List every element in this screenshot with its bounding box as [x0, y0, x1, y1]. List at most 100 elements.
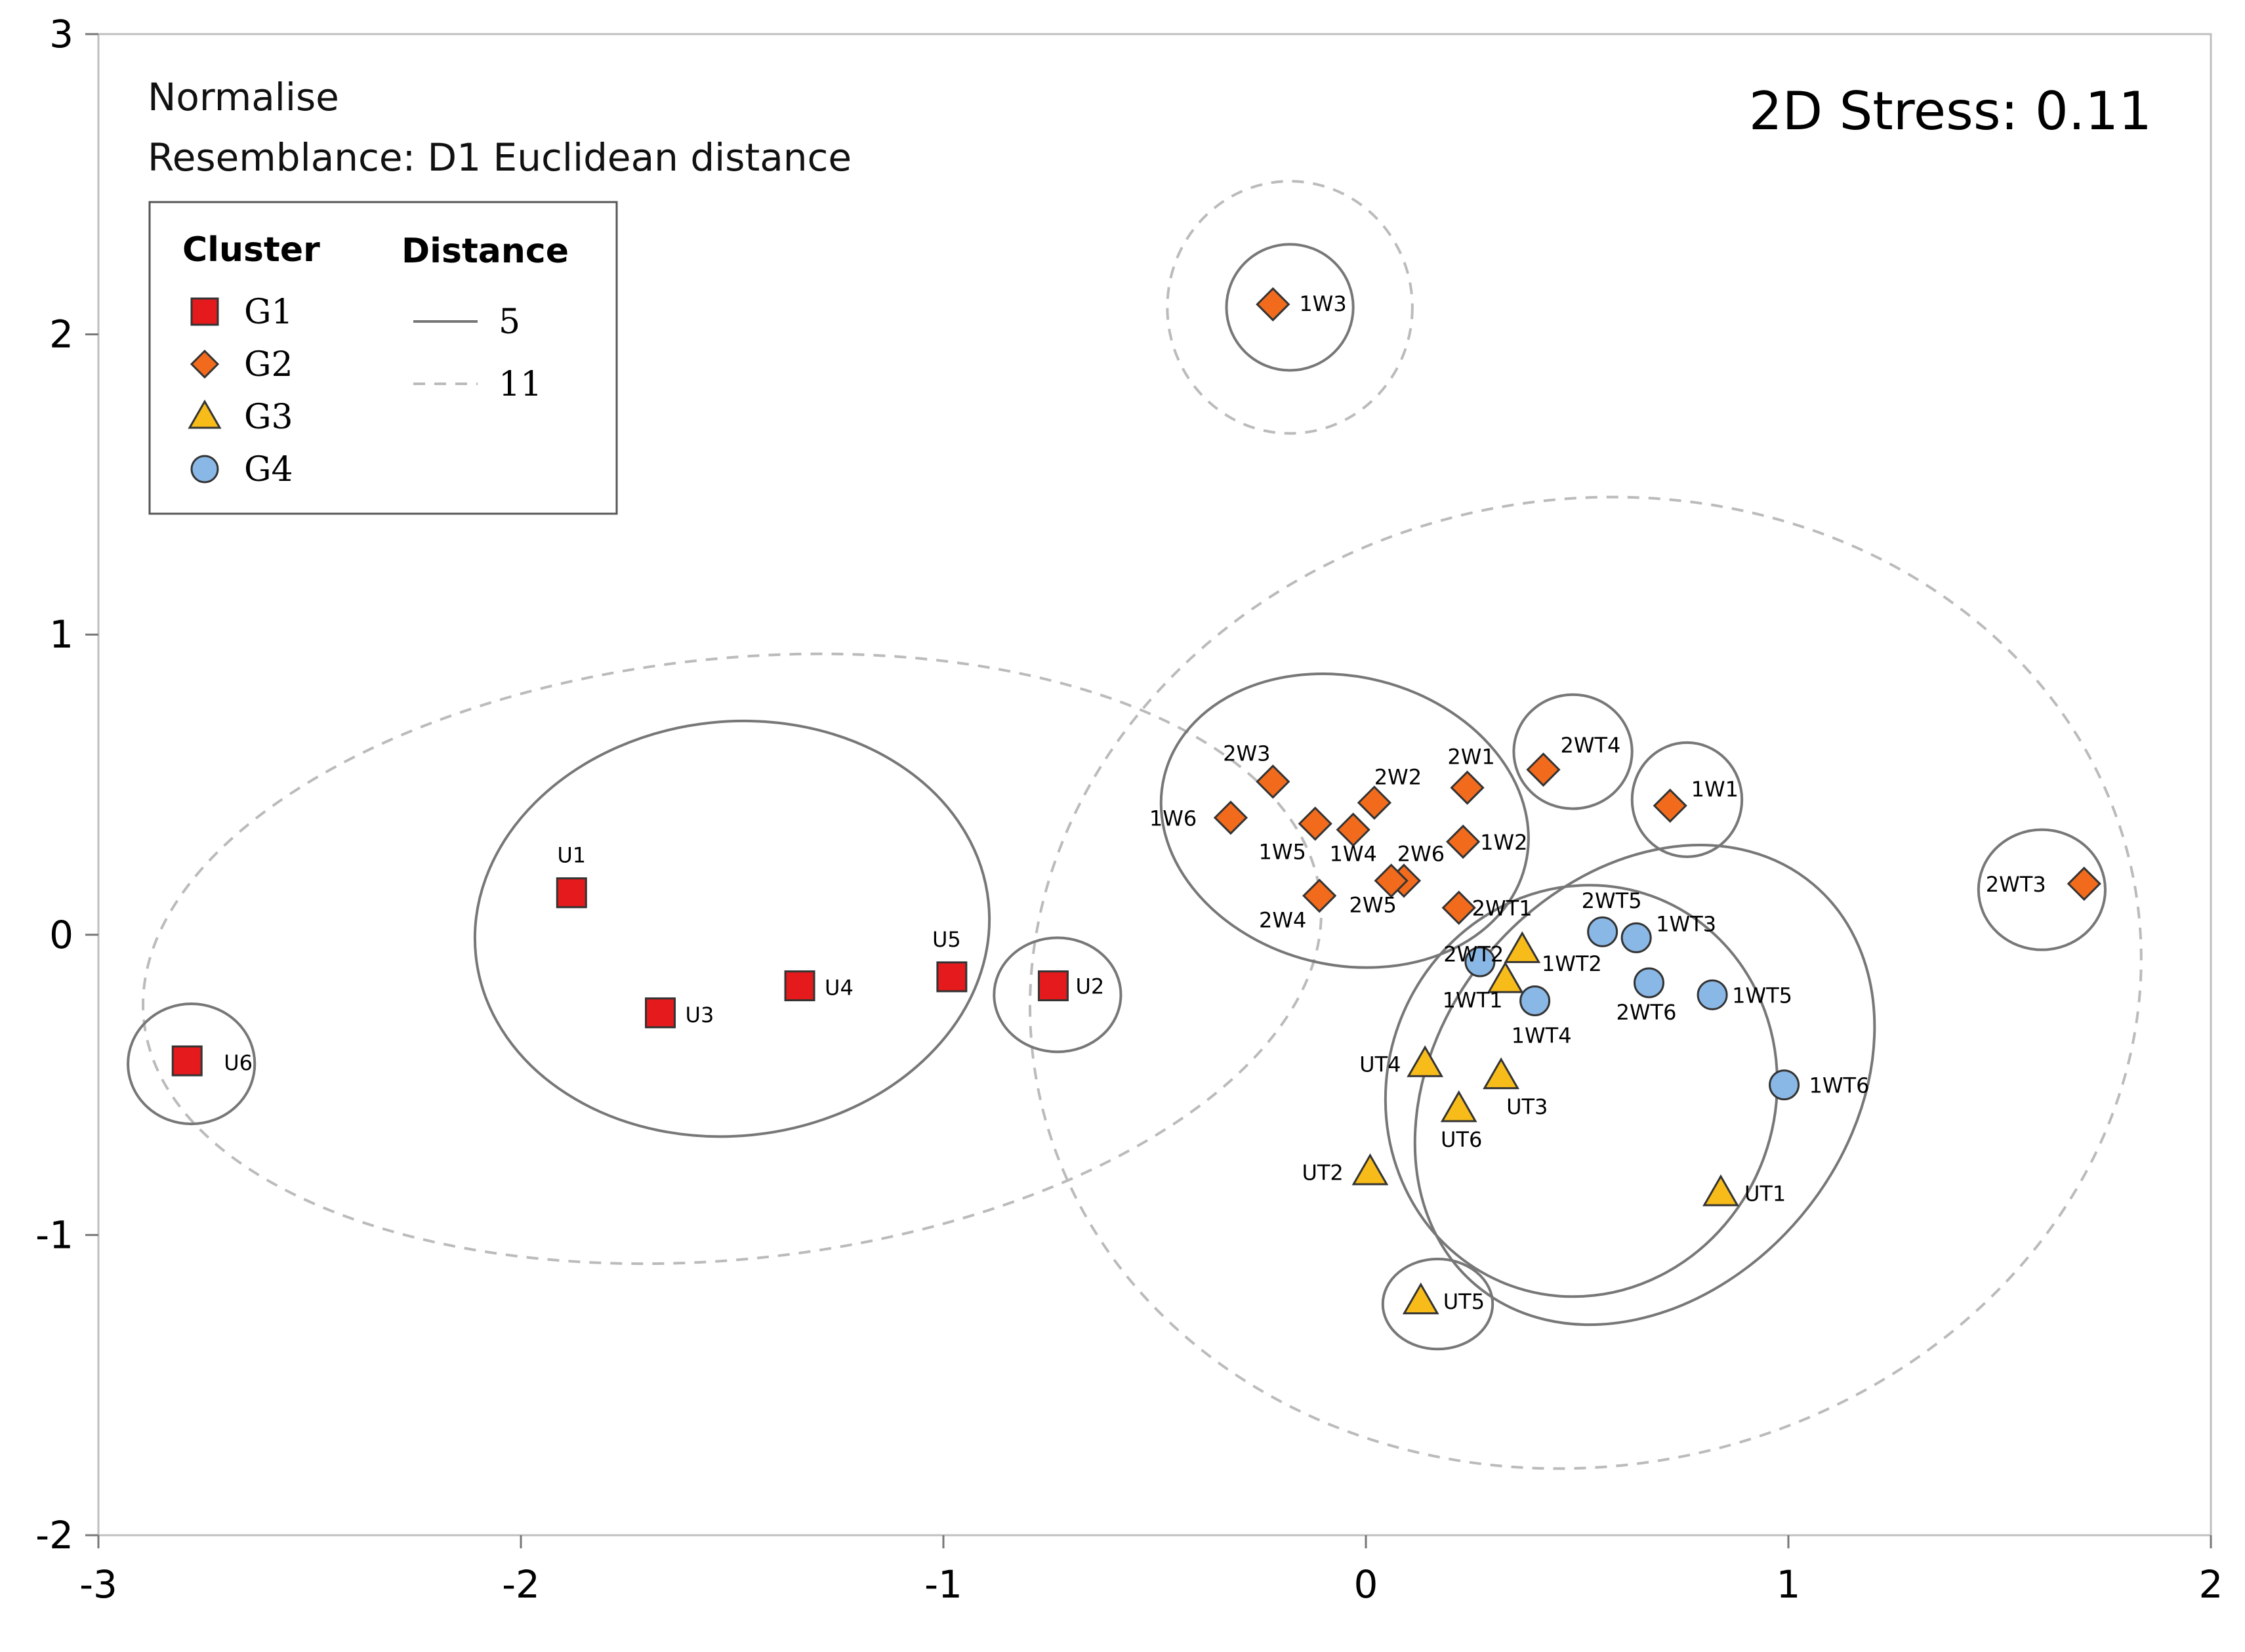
- point-label-1WT3: 1WT3: [1656, 911, 1716, 936]
- contour-distance-5: [993, 936, 1122, 1054]
- y-tick-label: 0: [49, 913, 73, 957]
- point-label-2WT5: 2WT5: [1582, 888, 1642, 913]
- x-tick-label: -2: [502, 1562, 540, 1607]
- contour-distance-11: [1028, 495, 2143, 1470]
- point-label-2W3: 2W3: [1223, 741, 1270, 766]
- legend-label-G4: G4: [244, 450, 293, 489]
- point-label-1WT4: 1WT4: [1512, 1023, 1572, 1048]
- point-label-UT4: UT4: [1359, 1052, 1401, 1077]
- point-2W1: [1450, 770, 1485, 805]
- point-1WT6: [1769, 1069, 1800, 1101]
- x-tick-label: -1: [924, 1562, 962, 1607]
- contour-distance-5: [1977, 828, 2107, 951]
- legend-label-G3: G3: [244, 398, 293, 437]
- contour-distance-11: [142, 652, 1323, 1266]
- point-label-1WT2: 1WT2: [1542, 951, 1602, 976]
- contour-distance-5: [1225, 243, 1355, 372]
- point-UT2: [1351, 1153, 1389, 1186]
- data-points: [171, 287, 2101, 1315]
- point-2W4: [1302, 878, 1337, 913]
- legend-label-G2: G2: [244, 345, 293, 384]
- point-U5: [936, 961, 968, 993]
- point-label-2W2: 2W2: [1374, 764, 1422, 789]
- point-label-1W4: 1W4: [1330, 842, 1377, 867]
- y-tick-label: 2: [49, 312, 73, 357]
- point-labels: U1 U2 U3 U4 U5 U6 1W3 2W3 2W2 2W1 2WT4 1W1 1W6 1W5 1W4…: [224, 291, 2046, 1314]
- point-label-UT1: UT1: [1744, 1181, 1786, 1206]
- cluster-contours: [127, 180, 2143, 1470]
- contour-distance-5: [1512, 693, 1634, 810]
- point-UT1: [1702, 1174, 1739, 1207]
- point-1W5: [1298, 806, 1332, 841]
- point-2WT1: [1441, 890, 1476, 925]
- point-2WT4: [1526, 752, 1561, 787]
- point-1W4: [1336, 812, 1370, 847]
- point-1W1: [1653, 788, 1687, 823]
- point-1WT2: [1464, 946, 1496, 978]
- point-UT6: [1440, 1090, 1477, 1123]
- point-U6: [171, 1045, 203, 1077]
- point-label-2WT4: 2WT4: [1560, 733, 1620, 758]
- legend-items: G1 G2 G3 G4 5 11: [188, 293, 542, 489]
- point-label-2W5: 2W5: [1349, 892, 1396, 917]
- point-label-U5: U5: [932, 927, 961, 952]
- contour-distance-11: [1166, 180, 1414, 435]
- point-label-2W4: 2W4: [1259, 907, 1306, 932]
- contour-distance-5: [1159, 672, 1530, 969]
- legend-box: [148, 201, 618, 515]
- point-1WT5: [1697, 979, 1728, 1010]
- point-2W3: [1256, 764, 1290, 799]
- point-U1: [556, 877, 587, 909]
- point-label-UT2: UT2: [1302, 1160, 1343, 1185]
- point-2W2: [1357, 785, 1392, 820]
- contour-distance-5: [1381, 1258, 1494, 1351]
- contour-distance-5: [127, 1002, 257, 1126]
- point-2WT2: [1504, 931, 1541, 963]
- point-1W2: [1445, 824, 1481, 859]
- point-label-1WT1: 1WT1: [1443, 987, 1503, 1012]
- point-label-UT5: UT5: [1443, 1289, 1485, 1314]
- point-1WT1: [1487, 961, 1524, 993]
- point-U4: [784, 970, 815, 1002]
- point-label-U1: U1: [557, 843, 586, 868]
- point-label-2WT2: 2WT2: [1443, 942, 1504, 967]
- y-tick-label: -1: [35, 1212, 73, 1257]
- resemblance-note: Resemblance: D1 Euclidean distance: [148, 135, 852, 180]
- contour-distance-5: [1630, 741, 1744, 858]
- point-2WT3: [2067, 866, 2101, 901]
- legend: Cluster Distance G1 G2 G3 G4 5 11: [148, 201, 618, 515]
- point-U3: [645, 997, 676, 1029]
- point-UT4: [1407, 1045, 1444, 1077]
- legend-cluster-title: Cluster: [182, 230, 320, 270]
- point-1W6: [1213, 800, 1248, 835]
- x-tick-label: 1: [1777, 1562, 1801, 1607]
- normalise-note: Normalise: [148, 75, 339, 119]
- y-tick-label: 1: [49, 612, 73, 657]
- point-2WT5: [1587, 916, 1618, 947]
- point-label-1WT6: 1WT6: [1809, 1073, 1870, 1098]
- x-tick-label: 0: [1354, 1562, 1378, 1607]
- point-label-2WT3: 2WT3: [1986, 872, 2046, 897]
- contour-distance-5: [473, 719, 991, 1138]
- point-label-U2: U2: [1075, 974, 1104, 999]
- y-tick-label: -2: [35, 1513, 73, 1558]
- contour-distance-5: [1384, 884, 1779, 1298]
- legend-marker-G4: [190, 455, 219, 484]
- legend-marker-G2: [190, 349, 220, 379]
- x-tick-label: -3: [79, 1562, 117, 1607]
- point-label-1WT5: 1WT5: [1732, 983, 1792, 1008]
- x-tick-label: 2: [2199, 1562, 2223, 1607]
- point-1W3: [1256, 287, 1290, 321]
- point-label-2W1: 2W1: [1447, 745, 1494, 770]
- stress-title: 2D Stress: 0.11: [1749, 81, 2152, 142]
- point-label-U6: U6: [224, 1050, 253, 1075]
- y-tick-label: 3: [49, 12, 73, 56]
- legend-marker-G1: [190, 297, 219, 326]
- point-label-1W3: 1W3: [1299, 291, 1346, 316]
- point-label-UT3: UT3: [1506, 1094, 1548, 1119]
- legend-distance-label-5: 5: [499, 302, 520, 342]
- legend-distance-label-11: 11: [499, 365, 542, 404]
- point-UT5: [1402, 1282, 1439, 1315]
- point-label-1W2: 1W2: [1480, 830, 1527, 855]
